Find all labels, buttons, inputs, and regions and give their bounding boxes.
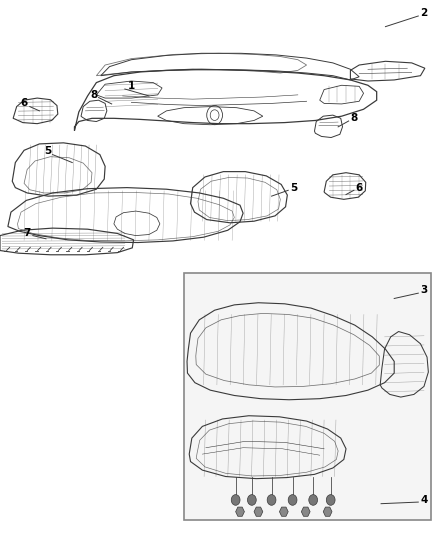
Text: 5: 5 (45, 147, 52, 156)
Text: 5: 5 (290, 183, 297, 192)
Circle shape (288, 495, 297, 505)
Text: 7: 7 (24, 229, 31, 238)
Text: 4: 4 (420, 495, 427, 505)
Polygon shape (254, 507, 263, 516)
Circle shape (231, 495, 240, 505)
Text: 1: 1 (128, 82, 135, 91)
Polygon shape (279, 507, 288, 516)
Circle shape (309, 495, 318, 505)
Circle shape (267, 495, 276, 505)
Polygon shape (301, 507, 310, 516)
Text: 2: 2 (420, 9, 427, 18)
Polygon shape (323, 507, 332, 516)
Circle shape (247, 495, 256, 505)
Text: 8: 8 (350, 114, 357, 123)
Polygon shape (236, 507, 244, 516)
Circle shape (326, 495, 335, 505)
Text: 6: 6 (356, 183, 363, 192)
Text: 8: 8 (91, 90, 98, 100)
Bar (184, 273, 431, 520)
Text: 6: 6 (21, 99, 28, 108)
Text: 3: 3 (420, 286, 427, 295)
